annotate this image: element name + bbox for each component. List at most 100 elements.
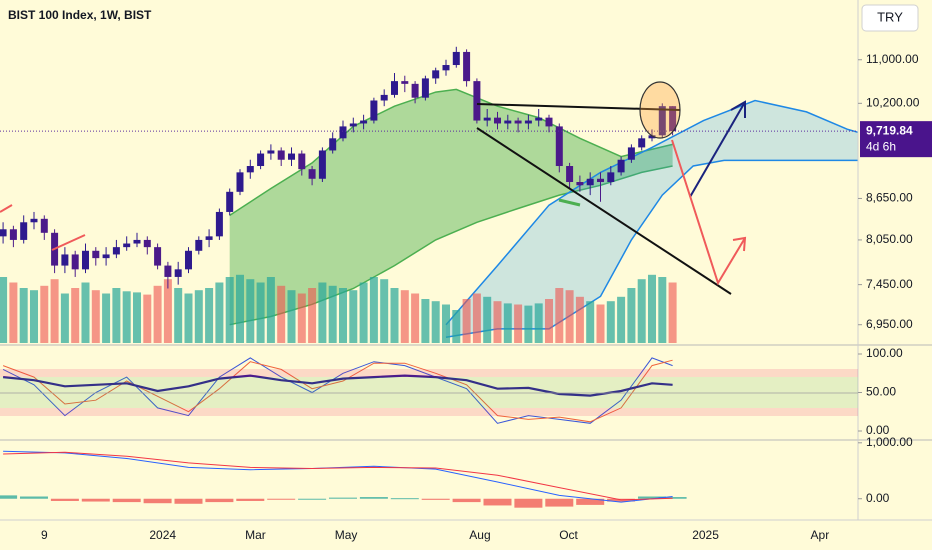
candle-body xyxy=(123,243,131,248)
y-tick-label: 100.00 xyxy=(866,346,903,360)
candle-body xyxy=(596,178,604,183)
y-tick-label: 11,000.00 xyxy=(866,52,919,66)
y-tick-label: 0.00 xyxy=(866,491,890,505)
volume-bar xyxy=(225,277,234,343)
candle-body xyxy=(483,117,491,121)
volume-bar xyxy=(174,288,183,343)
volume-bar xyxy=(235,274,244,343)
volume-bar xyxy=(338,288,347,343)
y-tick-label: 10,200.00 xyxy=(866,95,920,109)
down-arrow xyxy=(671,139,746,286)
y-tick-label: 7,450.00 xyxy=(866,277,913,291)
drawings xyxy=(0,81,747,295)
candle-body xyxy=(493,117,501,124)
candle-body xyxy=(452,51,460,66)
volume-bar xyxy=(50,279,59,343)
candle-body xyxy=(421,78,429,98)
candle-body xyxy=(473,81,481,121)
volume-bar xyxy=(205,288,214,343)
volume-bar xyxy=(390,288,399,343)
candle-body xyxy=(504,120,512,124)
histogram-bar xyxy=(298,498,327,500)
volume-bar xyxy=(617,296,626,343)
x-tick-label: 9 xyxy=(41,528,48,542)
volume-bar xyxy=(122,291,131,343)
volume-bar xyxy=(328,285,337,343)
candle-body xyxy=(215,211,223,237)
volume-bar xyxy=(102,293,111,343)
candle-body xyxy=(9,229,17,240)
candle-body xyxy=(463,51,471,82)
histogram-bar xyxy=(576,498,605,505)
candle-body xyxy=(40,218,48,233)
volume-bar xyxy=(544,299,553,343)
candle-body xyxy=(267,150,275,154)
x-tick-label: 2025 xyxy=(692,528,719,542)
histogram-bar xyxy=(50,498,79,501)
histogram-bar xyxy=(143,498,172,504)
candle-body xyxy=(576,182,584,186)
currency-button[interactable] xyxy=(861,4,919,32)
down-arrow-head xyxy=(732,236,747,252)
candle-body xyxy=(277,150,285,160)
candle-body xyxy=(390,81,398,95)
volume-bar xyxy=(153,285,162,343)
y-tick-label: 0.00 xyxy=(866,423,890,437)
volume-bar xyxy=(318,282,327,343)
volume-bar xyxy=(29,290,38,343)
drawing-segment xyxy=(0,204,13,213)
candle-body xyxy=(236,172,244,192)
candle-body xyxy=(112,247,120,255)
histogram-bar xyxy=(174,498,203,504)
drawing-segment xyxy=(51,234,86,251)
candle-body xyxy=(174,269,182,277)
currency-label[interactable]: TRY xyxy=(877,9,903,24)
candle-body xyxy=(308,169,316,179)
x-tick-label: Oct xyxy=(559,528,578,542)
candle-body xyxy=(205,236,213,240)
y-tick-label: 8,650.00 xyxy=(866,191,913,205)
candle-body xyxy=(380,94,388,101)
volume-bar xyxy=(81,282,90,343)
volume-bar xyxy=(431,301,440,343)
volume-bar xyxy=(308,288,317,343)
candle-body xyxy=(411,83,419,98)
volume-bar xyxy=(534,303,543,343)
candle-body xyxy=(535,117,543,121)
volume-bar xyxy=(349,290,358,343)
volume-bar xyxy=(637,279,646,343)
volume-bar xyxy=(668,282,677,343)
indicator-line xyxy=(2,374,673,397)
volume-bar xyxy=(380,279,389,343)
overbought-band xyxy=(0,369,858,377)
volume-bar xyxy=(297,293,306,343)
up-arrow-head xyxy=(730,100,746,118)
last-price-tag: 9,719.84 4d 6h xyxy=(860,121,932,158)
trendline xyxy=(476,103,681,111)
candle-body xyxy=(442,65,450,71)
candle-body xyxy=(658,106,666,136)
volume-bar xyxy=(246,279,255,343)
candle-body xyxy=(298,153,306,170)
oversold-band xyxy=(0,408,858,416)
volume-bar xyxy=(184,293,193,343)
volume-bar xyxy=(9,282,18,343)
volume-bar xyxy=(71,288,80,343)
volume-bar xyxy=(132,292,141,343)
volume-bar xyxy=(287,290,296,343)
volume-bar xyxy=(277,285,286,343)
candle-body xyxy=(514,120,522,124)
candle-body xyxy=(648,135,656,139)
volume-bar xyxy=(0,277,8,343)
volume-bar xyxy=(19,288,28,343)
candle-body xyxy=(133,239,141,244)
drawing-segment xyxy=(558,198,581,207)
histogram-bar xyxy=(359,497,388,499)
volume-bar xyxy=(441,304,450,343)
volume-bar xyxy=(452,310,461,343)
indicator-line xyxy=(3,450,673,503)
candle-body xyxy=(617,159,625,173)
volume-bar xyxy=(369,277,378,343)
y-tick-label: 1,000.00 xyxy=(866,435,913,449)
